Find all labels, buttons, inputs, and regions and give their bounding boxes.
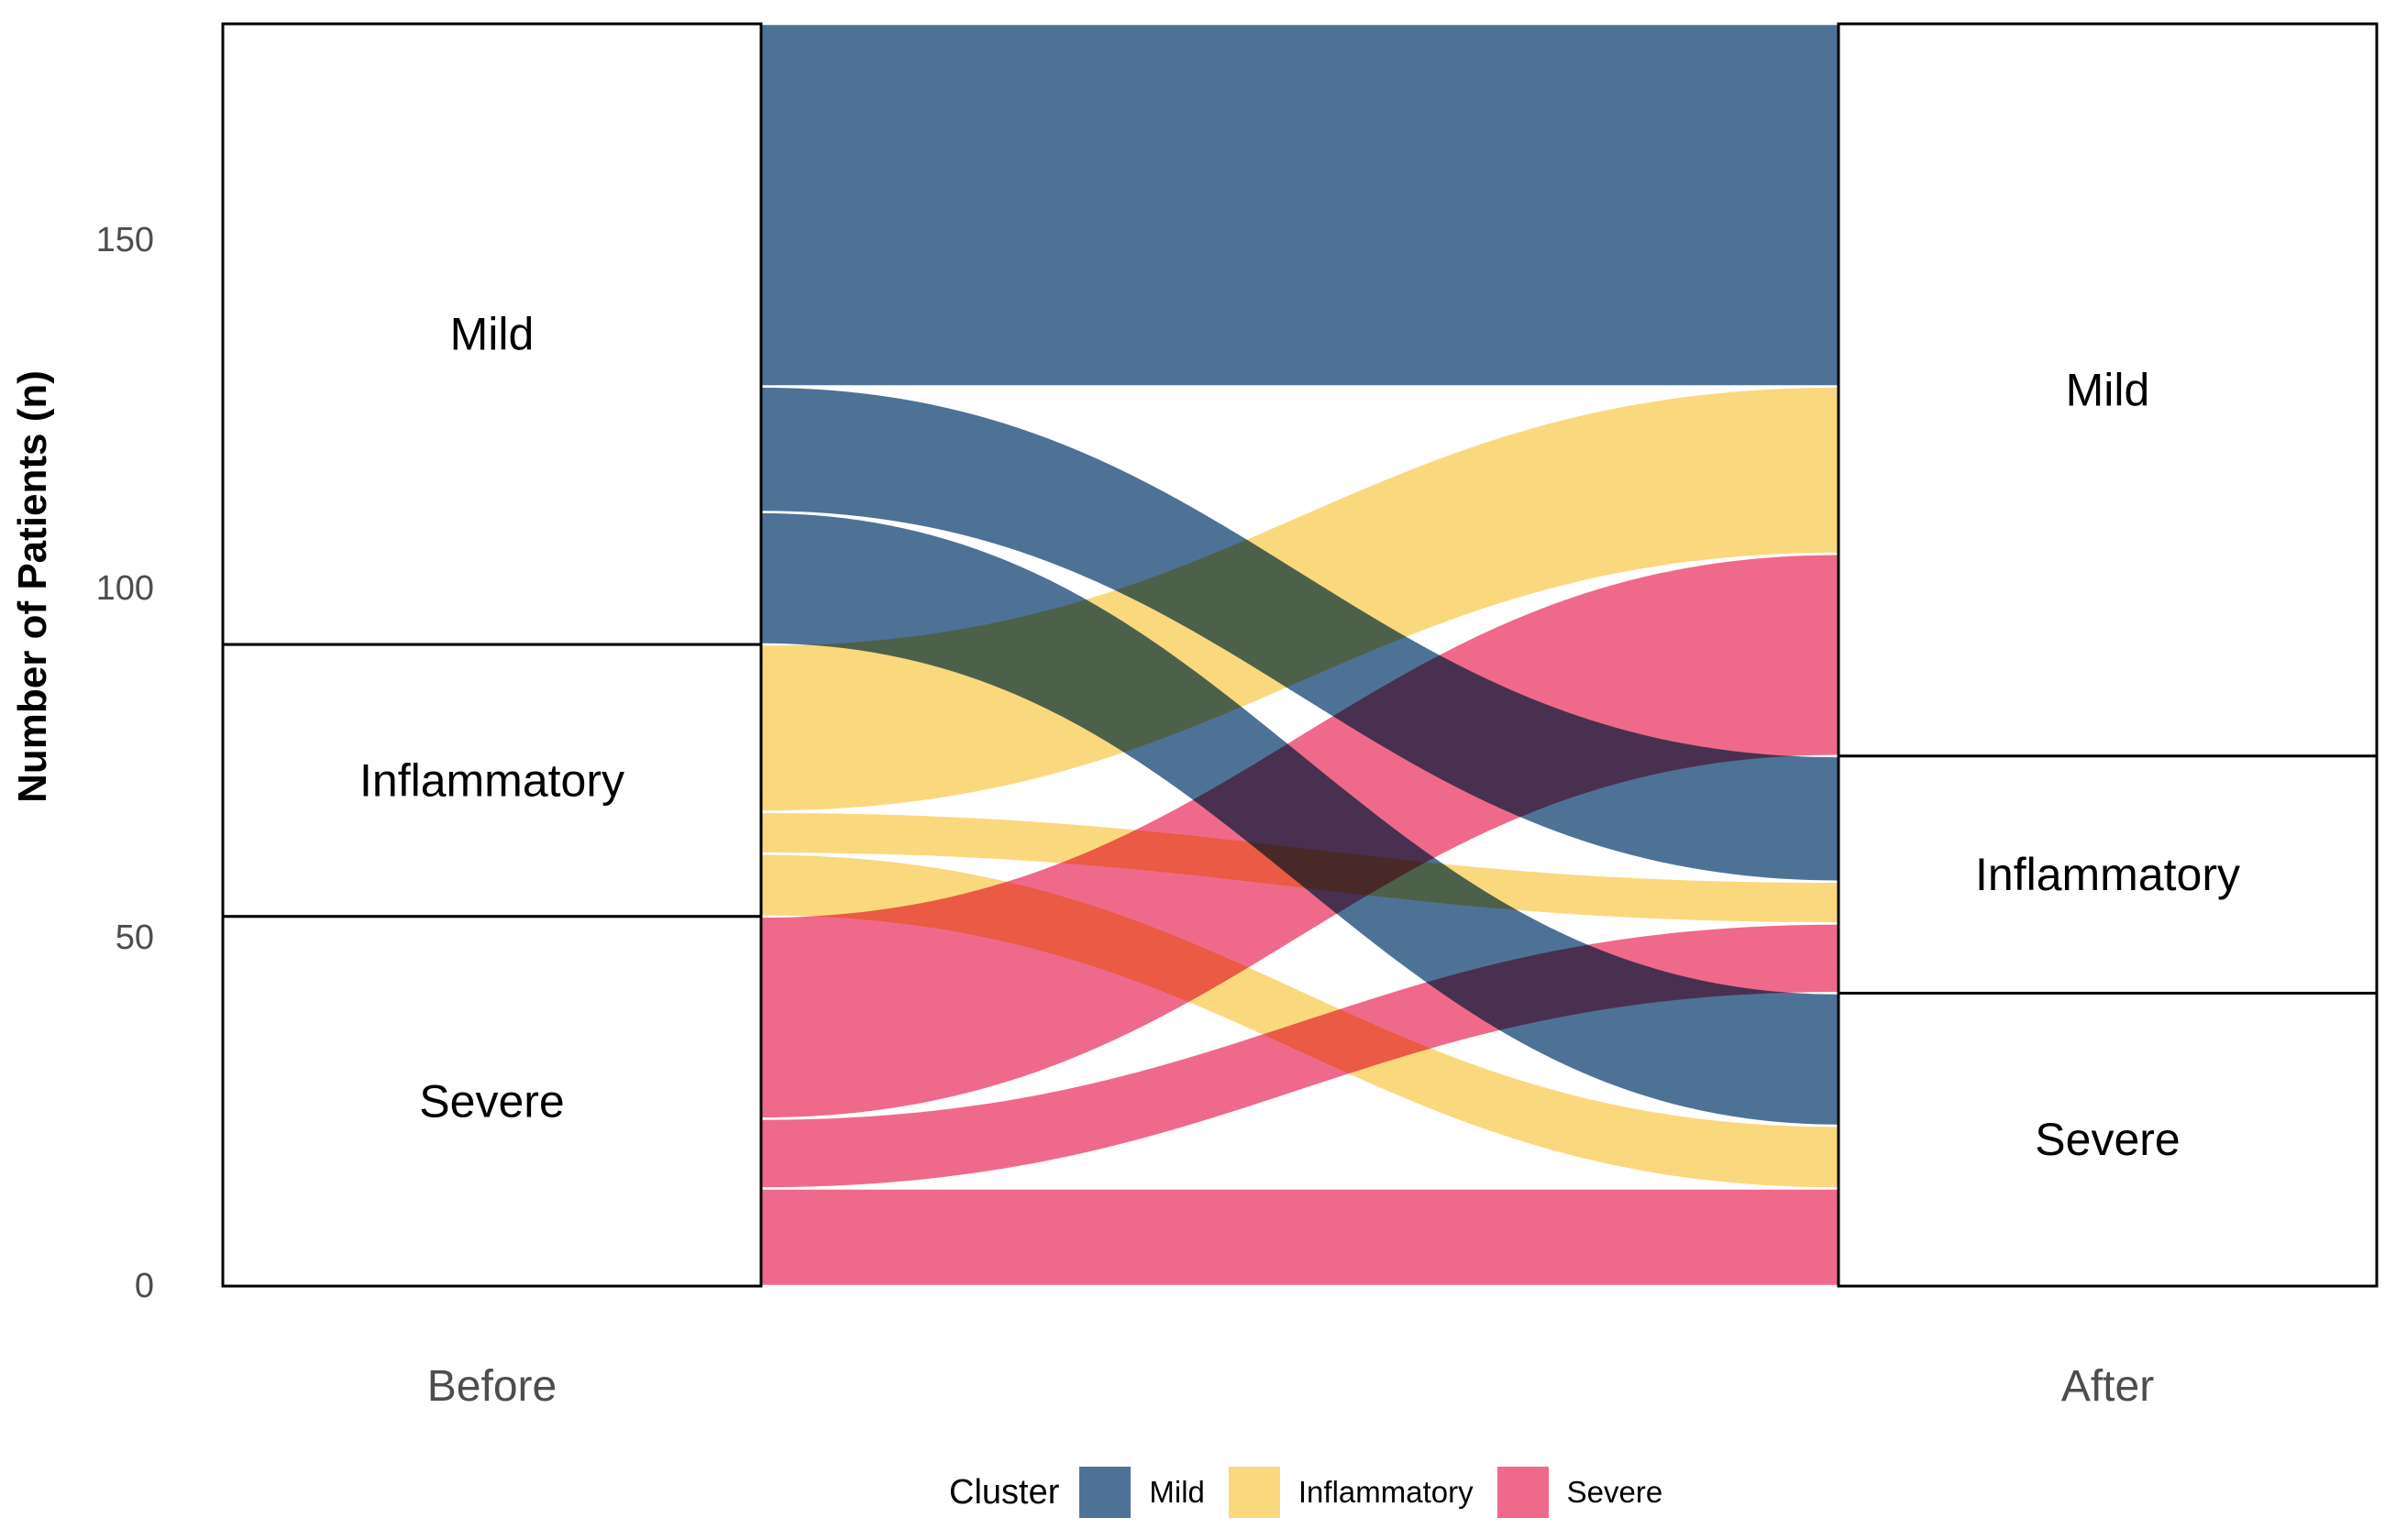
- legend-label-severe: Severe: [1566, 1475, 1663, 1509]
- flow-inflammatory-to-mild: [761, 387, 1838, 811]
- y-tick-label-150: 150: [95, 220, 154, 259]
- y-tick-label-100: 100: [95, 569, 154, 609]
- legend-items: Mild Inflammatory Severe: [1079, 1467, 1686, 1518]
- flow-severe-to-mild: [761, 555, 1838, 1118]
- x-axis-label-before: Before: [426, 1362, 558, 1411]
- stratum-label-before-inflammatory: Inflammatory: [359, 754, 624, 806]
- stratum-box-after-mild: [1837, 22, 2379, 758]
- stratum-box-before-inflammatory: [221, 643, 763, 918]
- flow-severe-to-severe: [761, 1189, 1838, 1285]
- legend-swatch-inflammatory: [1228, 1467, 1280, 1518]
- x-axis-label-after: After: [2060, 1362, 2155, 1411]
- y-tick-label-50: 50: [115, 918, 154, 957]
- legend-title: Cluster: [949, 1472, 1060, 1512]
- legend: Cluster Mild Inflammatory Severe: [949, 1463, 1686, 1522]
- legend-label-mild: Mild: [1149, 1475, 1205, 1509]
- flow-layer: [761, 25, 1838, 1285]
- stratum-label-before-mild: Mild: [450, 309, 535, 360]
- stratum-box-after-inflammatory: [1837, 754, 2379, 995]
- legend-swatch-severe: [1496, 1467, 1549, 1518]
- legend-item-severe: Severe: [1496, 1467, 1663, 1518]
- flow-severe-to-inflammatory: [761, 924, 1838, 1188]
- legend-swatch-mild: [1079, 1467, 1132, 1518]
- stratum-box-after-severe: [1837, 991, 2379, 1288]
- stratum-label-after-inflammatory: Inflammatory: [1975, 849, 2240, 900]
- legend-item-inflammatory: Inflammatory: [1228, 1467, 1474, 1518]
- stratum-label-after-severe: Severe: [2035, 1114, 2180, 1165]
- legend-label-inflammatory: Inflammatory: [1297, 1475, 1474, 1509]
- flow-mild-to-mild: [761, 25, 1838, 386]
- legend-item-mild: Mild: [1079, 1467, 1205, 1518]
- y-tick-label-0: 0: [134, 1267, 154, 1305]
- stratum-label-before-severe: Severe: [419, 1075, 564, 1127]
- stratum-box-before-severe: [221, 915, 763, 1288]
- stratum-label-after-mild: Mild: [2066, 364, 2150, 415]
